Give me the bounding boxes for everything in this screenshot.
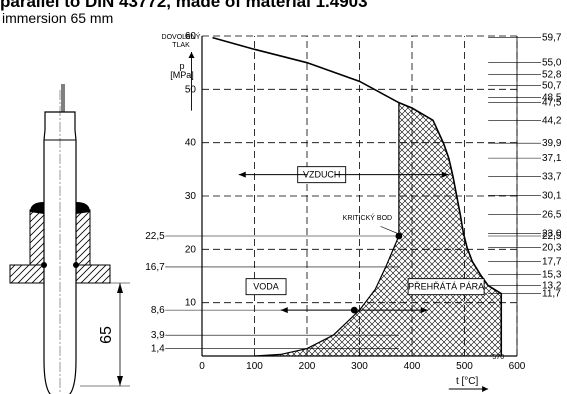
allowable-pressure-curve [212, 36, 503, 356]
right-value-label: 48,5 [542, 92, 562, 103]
y-tick-label: 60 [185, 31, 197, 42]
thermowell-drawing: 65 [9, 84, 130, 394]
y-axis-label-line2: TLAK [172, 42, 190, 49]
right-value-label: 11,7 [542, 289, 561, 300]
dimension-label: 65 [98, 326, 115, 344]
right-value-label: 55,0 [542, 58, 562, 69]
x-axis-label: t [°C] [456, 376, 479, 387]
y-tick-label: 30 [185, 191, 197, 202]
right-value-label: 47,5 [542, 98, 562, 109]
right-value-label: 59,7 [542, 33, 562, 44]
region-label-steam: PŘEHŘÁTÁ PÁRA [408, 282, 484, 292]
steam-arrowhead-right [420, 307, 428, 314]
x-tick-label: 600 [509, 361, 526, 372]
saturation-curve [254, 235, 400, 357]
x-tick-label: 100 [246, 361, 263, 372]
left-value-label: 1,4 [151, 344, 165, 355]
y-axis-unit: [MPa] [170, 70, 194, 80]
right-value-label: 44,2 [542, 115, 562, 126]
air-arrowhead-left [238, 171, 246, 178]
right-value-label: 33,7 [542, 171, 562, 182]
right-value-label: 26,5 [542, 210, 562, 221]
critical-point-leader [380, 226, 398, 234]
region-label-air: VZDUCH [303, 170, 341, 180]
left-value-label: 3,9 [151, 330, 165, 341]
right-value-label: 50,7 [542, 81, 562, 92]
right-value-label: 52,8 [542, 69, 562, 80]
right-value-label: 15,3 [542, 269, 562, 280]
x-tick-label: 300 [351, 361, 368, 372]
right-value-label: 39,9 [542, 138, 562, 149]
right-value-label: 30,1 [542, 190, 562, 201]
x-tick-label: 400 [404, 361, 421, 372]
x-tick-label: 500 [456, 361, 473, 372]
y-axis-label-line1: DOVOLENÝ [162, 32, 201, 41]
critical-point-label: KRITICKÝ BOD [343, 213, 392, 222]
right-value-label: 22,5 [542, 231, 562, 242]
y-tick-label: 40 [185, 138, 197, 149]
region-label-water-box [245, 278, 287, 296]
y-tick-label: 50 [185, 84, 197, 95]
y-axis-symbol: p [180, 61, 185, 71]
left-value-label: 8,6 [151, 305, 165, 316]
right-value-label: 37,1 [542, 153, 562, 164]
page-title: parallel to DIN 43772, made of material … [0, 0, 368, 11]
left-value-label: 22,5 [145, 231, 165, 242]
region-label-steam-box [407, 278, 485, 296]
right-value-label: 23,0 [542, 228, 562, 239]
y-tick-label: 10 [185, 298, 197, 309]
y-tick-label: 20 [185, 244, 197, 255]
right-value-label: 13,2 [542, 281, 562, 292]
x-tick-label: 0 [199, 361, 205, 372]
critical-point-marker [395, 232, 403, 240]
region-label-water: VODA [253, 282, 279, 292]
y-axis-arrowhead [188, 52, 195, 58]
left-value-label: 16,7 [145, 262, 165, 273]
air-arrowhead-right [441, 171, 449, 178]
x-tick-label-570: 570 [492, 354, 504, 361]
water-arrowhead-left [280, 307, 288, 314]
page-subtitle: immersion 65 mm [2, 10, 114, 26]
right-value-label: 20,3 [542, 243, 562, 254]
x-axis-arrowhead [482, 386, 489, 392]
right-value-label: 17,7 [542, 257, 562, 268]
x-tick-label: 200 [299, 361, 316, 372]
